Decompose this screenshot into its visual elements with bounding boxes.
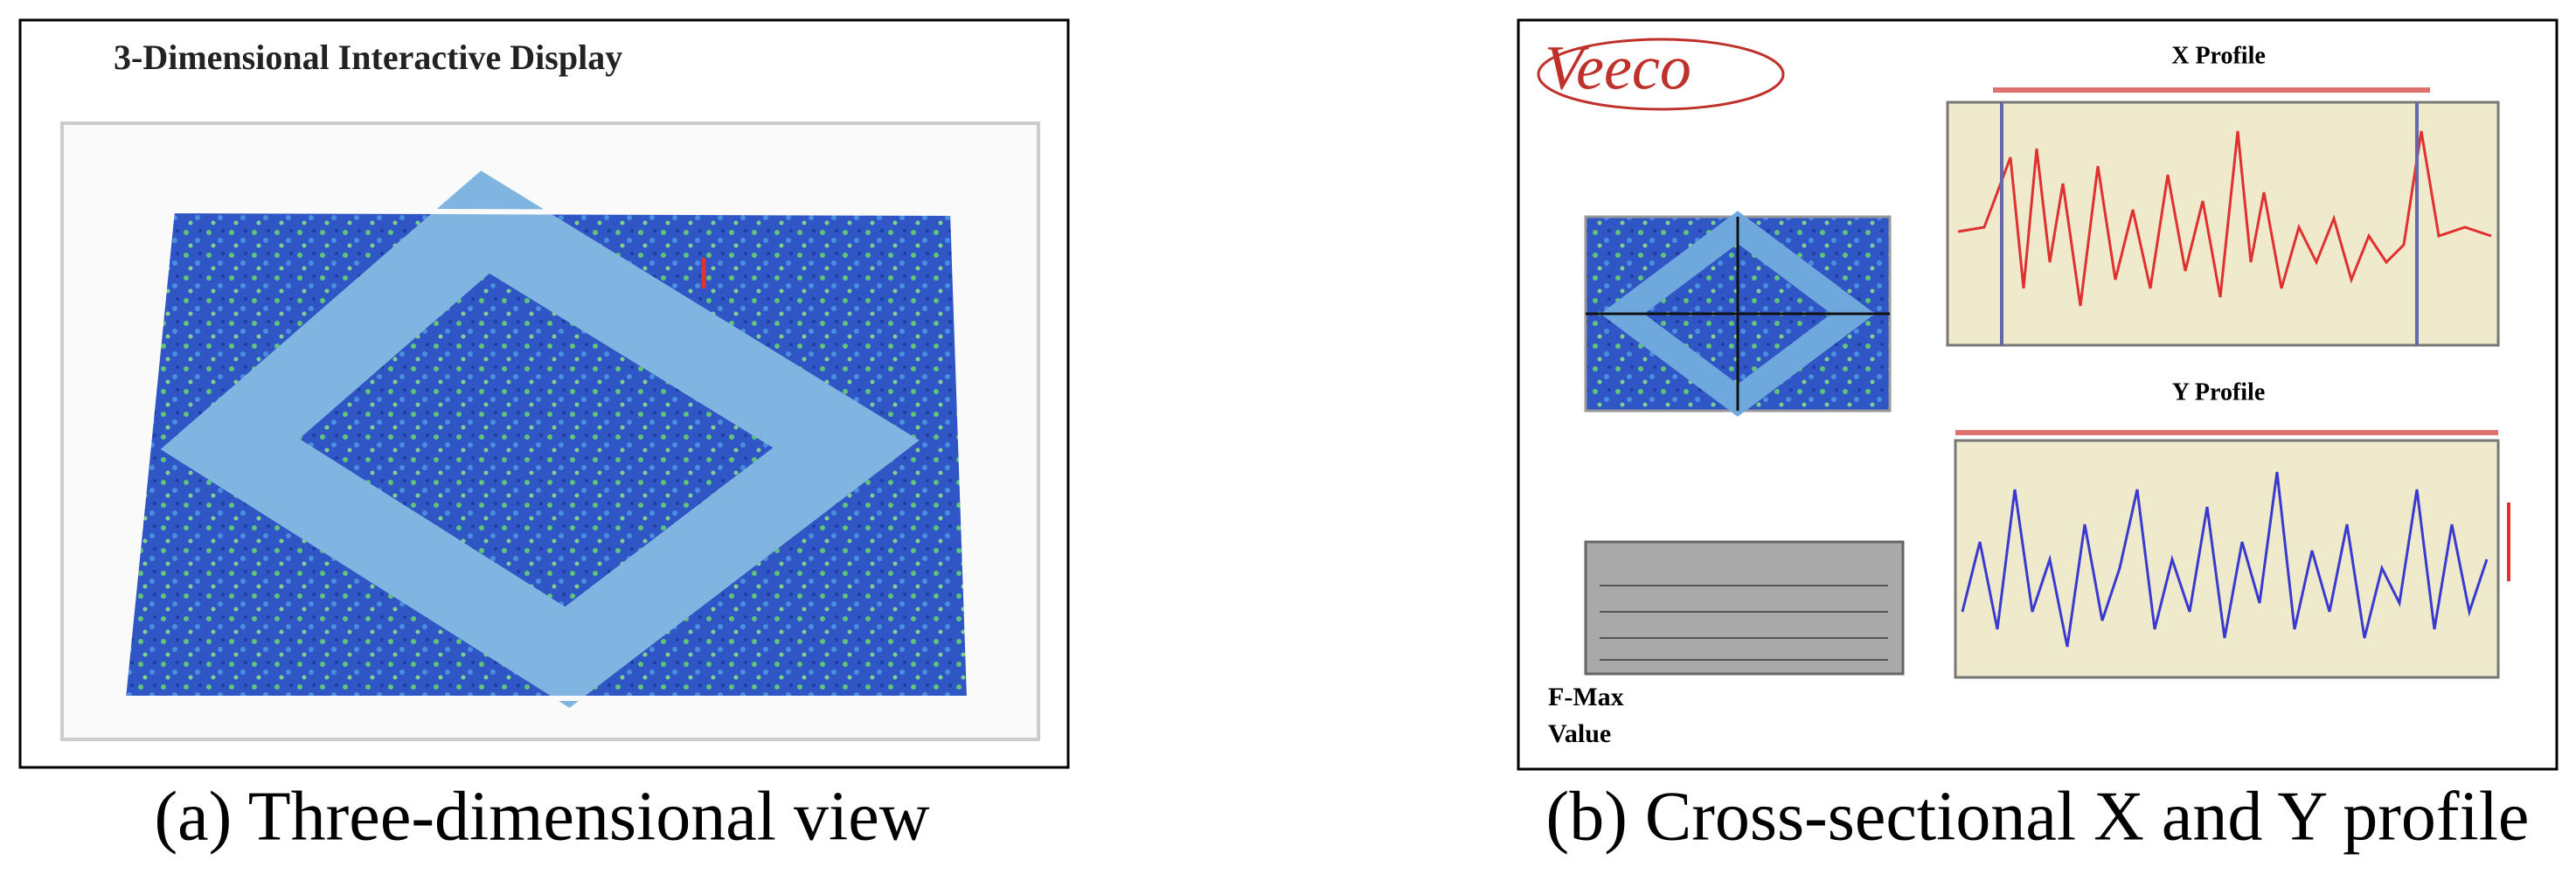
panel-b: Veeco F-Max Value X Profile Y Profile (b…	[1517, 18, 2559, 855]
logo: Veeco	[1545, 33, 1691, 103]
logo-swoosh	[1537, 38, 1785, 111]
surface-edge	[120, 207, 973, 701]
display-title: 3-Dimensional Interactive Display	[114, 38, 622, 77]
caption: (a) Three-dimensional view	[154, 778, 929, 855]
y-profile-chart	[1954, 439, 2500, 679]
panel-a: 3-Dimensional Interactive Display (a) Th…	[18, 18, 1070, 855]
y-profile-title: Y Profile	[2172, 378, 2266, 406]
x-profile-line	[1957, 130, 2492, 307]
surface-diamond	[160, 170, 920, 708]
label: F-Max	[1548, 683, 1624, 711]
x-profile-title: X Profile	[2171, 42, 2266, 69]
label: Value	[1548, 719, 1611, 748]
stats-table	[1584, 540, 1905, 676]
y-profile-line	[1961, 471, 2489, 648]
caption: (b) Cross-sectional X and Y profile	[1546, 778, 2530, 855]
table-rules	[1600, 585, 1888, 661]
